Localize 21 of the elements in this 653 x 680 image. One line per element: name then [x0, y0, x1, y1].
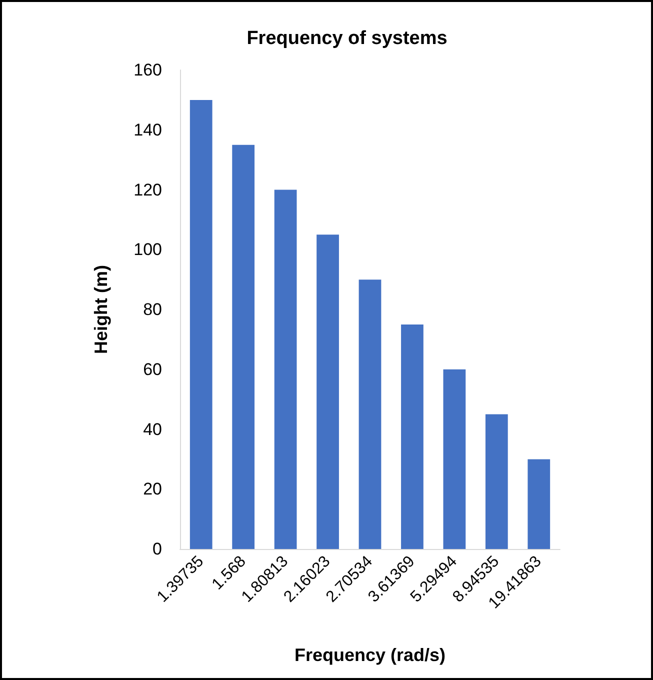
bar: [358, 280, 382, 549]
bar: [401, 324, 424, 549]
bar: [316, 234, 339, 549]
y-tick-label: 160: [134, 60, 162, 80]
y-tick-label: 0: [152, 540, 162, 558]
y-tick-label: 20: [143, 480, 162, 499]
bar: [528, 459, 550, 549]
bar: [443, 369, 466, 549]
y-tick-label: 40: [143, 420, 162, 439]
y-tick-label: 60: [143, 360, 162, 379]
bar: [274, 190, 297, 549]
y-tick-label: 120: [134, 180, 162, 200]
y-axis-title: Height (m): [91, 265, 111, 354]
y-tick-label: 100: [134, 240, 162, 260]
y-tick-label: 140: [134, 120, 162, 140]
y-tick-label: 80: [143, 300, 162, 319]
bar: [190, 100, 212, 549]
bar: [485, 414, 508, 549]
chart-title: Frequency of systems: [246, 28, 448, 49]
bar: [232, 144, 255, 549]
x-axis-title: Frequency (rad/s): [294, 645, 446, 665]
